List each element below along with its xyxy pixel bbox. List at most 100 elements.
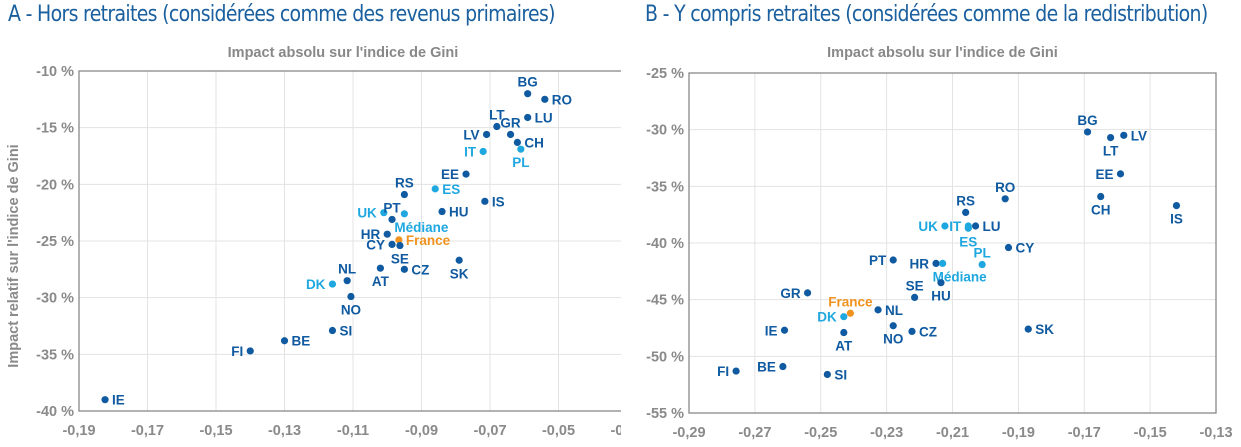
- point-label-rs: RS: [395, 176, 414, 191]
- point-ee: [1116, 170, 1125, 178]
- y-tick-label: -25 %: [646, 66, 684, 82]
- point-france: [846, 309, 854, 317]
- point-be: [280, 337, 289, 345]
- point-label-dk: DK: [306, 277, 326, 292]
- point-label-bg: BG: [1077, 113, 1097, 128]
- panel-b-title: B - Y compris retraites (considérées com…: [645, 2, 1208, 27]
- scatter-chart-b: Impact absolu sur l'indice de Gini -0,29 -…: [646, 45, 1232, 441]
- y-tick-label: -10 %: [36, 64, 74, 80]
- point-label-es: ES: [959, 234, 977, 249]
- axis-title: Impact absolu sur l'indice de Gini: [827, 45, 1058, 61]
- point-label-mediane: Médiane: [933, 269, 988, 284]
- point-label-france: France: [406, 233, 451, 248]
- point-pt: [889, 256, 897, 264]
- point-no: [347, 292, 355, 301]
- point-label-is: IS: [1170, 212, 1183, 227]
- point-label-nl: NL: [338, 262, 356, 277]
- point-hu: [937, 279, 945, 287]
- point-label-be: BE: [757, 360, 776, 375]
- x-tick-label: -0,19: [1002, 425, 1035, 441]
- point-label-pt: PT: [869, 253, 887, 268]
- y-tick-label: -20 %: [36, 177, 74, 193]
- point-si: [823, 370, 831, 379]
- x-tick-label: -0,15: [1134, 425, 1167, 441]
- point-label-si: SI: [339, 324, 352, 339]
- point-label-se: SE: [906, 278, 924, 293]
- y-tick-label: -40 %: [36, 404, 74, 420]
- point-label-it: IT: [464, 144, 477, 159]
- point-cy: [388, 240, 396, 248]
- point-label-lu: LU: [983, 219, 1001, 234]
- point-label-france: France: [828, 294, 873, 309]
- point-label-hr: HR: [910, 256, 930, 271]
- point-pt: [388, 215, 396, 224]
- point-at: [376, 264, 384, 272]
- y-tick-label: -15 %: [36, 121, 74, 137]
- x-tick-label: -0,09: [405, 423, 438, 439]
- point-label-it: IT: [949, 219, 962, 234]
- point-ch: [1097, 192, 1105, 201]
- point-dk: [328, 280, 337, 288]
- point-label-no: NO: [883, 332, 903, 347]
- point-mediane: [400, 210, 408, 218]
- point-nl: [874, 306, 882, 314]
- point-cz: [908, 327, 916, 335]
- x-tick-label: -0,17: [131, 423, 164, 439]
- point-pl: [978, 260, 986, 269]
- point-label-be: BE: [292, 334, 311, 349]
- point-label-nl: NL: [885, 303, 903, 318]
- x-tick-label: -0,27: [738, 425, 771, 441]
- point-label-at: AT: [835, 339, 853, 354]
- point-ro: [541, 95, 549, 103]
- plot-frame: [688, 72, 1217, 414]
- y-tick-label: -40 %: [646, 236, 684, 252]
- point-ch: [513, 138, 522, 146]
- point-ro: [1001, 195, 1009, 203]
- y-tick-label: -45 %: [646, 293, 684, 309]
- point-si: [328, 326, 337, 335]
- point-is: [481, 197, 489, 205]
- point-label-ch: CH: [524, 135, 544, 150]
- point-bg: [524, 90, 532, 98]
- point-is: [1172, 202, 1181, 210]
- point-se: [911, 293, 919, 301]
- point-nl: [343, 277, 351, 285]
- point-label-ee: EE: [441, 167, 459, 182]
- x-tick-label: -0,11: [337, 423, 369, 439]
- point-label-ro: RO: [995, 180, 1015, 195]
- point-pl: [517, 145, 525, 153]
- point-at: [840, 328, 848, 337]
- point-label-lv: LV: [1131, 128, 1147, 143]
- point-label-ro: RO: [552, 92, 572, 107]
- point-hr: [932, 259, 940, 267]
- point-label-hu: HU: [449, 205, 469, 220]
- point-es: [964, 224, 972, 232]
- y-tick-label: -50 %: [646, 349, 684, 365]
- x-tick-label: -0,05: [542, 423, 575, 439]
- x-tick-label: -0,23: [870, 425, 903, 441]
- plot-frame: [78, 70, 621, 412]
- x-tick-label: -0,29: [672, 425, 705, 441]
- point-label-sk: SK: [1035, 322, 1054, 337]
- point-label-lt: LT: [1103, 144, 1119, 159]
- x-tick-label: -0,21: [936, 425, 969, 441]
- point-lu: [971, 222, 980, 230]
- point-label-fi: FI: [231, 344, 243, 359]
- point-lv: [1120, 131, 1128, 139]
- x-tick-label: -0,17: [1068, 425, 1101, 441]
- point-label-bg: BG: [518, 75, 538, 90]
- point-lt: [1107, 134, 1115, 142]
- point-label-lu: LU: [535, 110, 553, 125]
- point-hr: [383, 230, 391, 238]
- point-lt: [493, 122, 501, 131]
- point-sk: [455, 256, 463, 264]
- point-es: [431, 185, 439, 193]
- y-tick-label: -30 %: [36, 291, 74, 307]
- point-label-cz: CZ: [919, 324, 937, 339]
- point-label-lt: LT: [489, 108, 505, 123]
- point-sk: [1024, 325, 1032, 333]
- point-cz: [400, 265, 408, 273]
- point-label-mediane: Médiane: [394, 220, 449, 235]
- point-label-pl: PL: [974, 246, 991, 261]
- point-label-pl: PL: [512, 155, 529, 170]
